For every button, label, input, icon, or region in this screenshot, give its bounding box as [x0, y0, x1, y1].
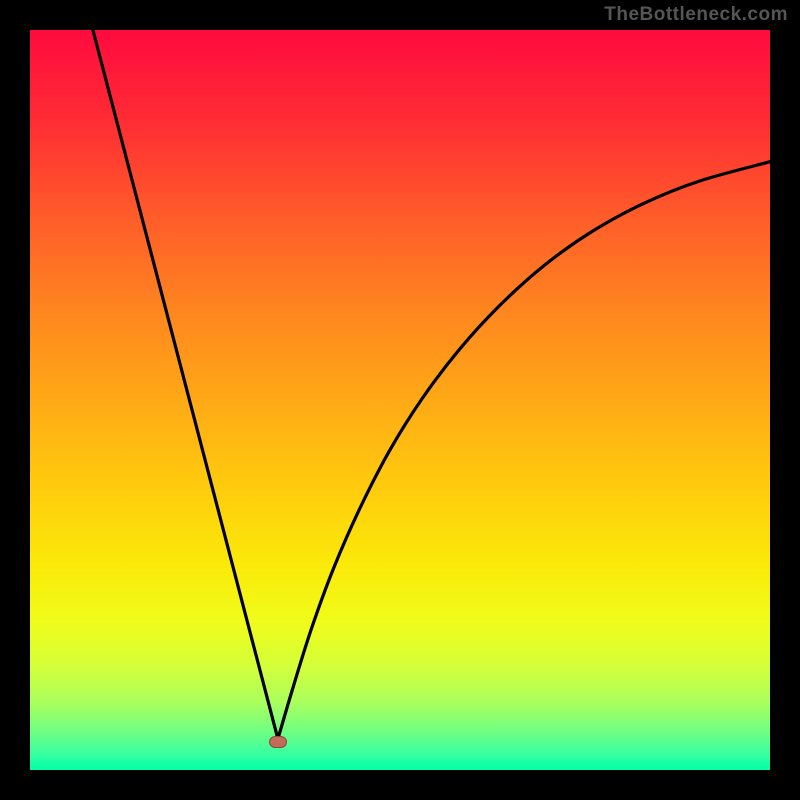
plot-area	[30, 30, 770, 770]
watermark-text: TheBottleneck.com	[604, 4, 788, 26]
bottleneck-curve	[30, 30, 770, 770]
minimum-marker	[269, 736, 287, 748]
